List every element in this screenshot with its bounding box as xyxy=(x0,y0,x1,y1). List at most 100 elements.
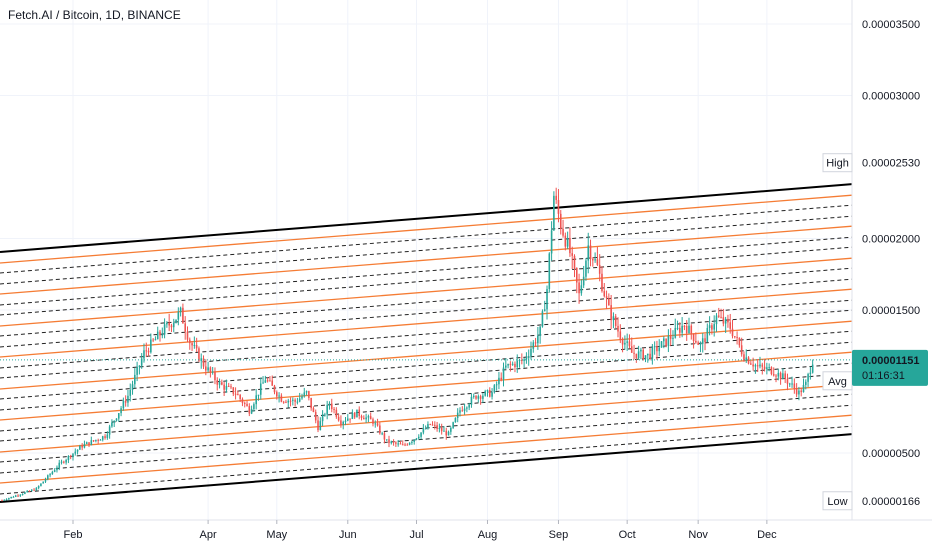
candle-body xyxy=(154,339,157,341)
candle-body xyxy=(225,385,228,390)
candle-body xyxy=(30,489,33,491)
channel-line xyxy=(0,183,853,253)
candle-body xyxy=(610,305,612,321)
candle-body xyxy=(294,399,296,402)
candle-body xyxy=(223,384,225,390)
candle-body xyxy=(367,416,370,418)
candle-body xyxy=(232,387,235,394)
candle-body xyxy=(335,409,338,417)
candle-body xyxy=(85,442,88,445)
candle-body xyxy=(202,358,205,367)
candle-body xyxy=(1,500,3,502)
candle-body xyxy=(188,339,191,344)
candle-body xyxy=(804,381,807,385)
candle-body xyxy=(287,400,290,403)
candle-body xyxy=(791,383,793,385)
candle-body xyxy=(550,230,553,254)
marker-value-low: 0.00000166 xyxy=(862,496,920,508)
candle-body xyxy=(303,392,306,397)
candle-body xyxy=(727,318,729,323)
candle-body xyxy=(383,433,386,440)
candle-body xyxy=(88,442,90,445)
channel-line xyxy=(0,278,853,348)
candle-body xyxy=(454,417,457,423)
channel-line xyxy=(0,433,853,503)
candle-body xyxy=(124,400,127,403)
candle-body xyxy=(658,347,661,352)
channel-line xyxy=(0,425,853,495)
candle-body xyxy=(193,345,196,347)
candle-body xyxy=(621,339,624,345)
candle-body xyxy=(564,235,567,247)
candle-body xyxy=(665,338,667,346)
y-tick-label: 0.00002000 xyxy=(862,234,920,246)
channel-line xyxy=(0,414,853,484)
candle-body xyxy=(539,326,541,336)
candle-body xyxy=(56,467,58,471)
gridlines xyxy=(0,0,852,520)
candle-body xyxy=(431,424,434,426)
candle-body xyxy=(589,245,592,260)
candle-body xyxy=(42,481,45,484)
candle-body xyxy=(605,296,608,299)
channel-line xyxy=(0,341,853,411)
candle-body xyxy=(486,390,489,392)
candle-body xyxy=(365,417,367,420)
candle-body xyxy=(491,392,493,397)
candle-body xyxy=(674,328,677,338)
candle-body xyxy=(555,195,557,201)
candle-body xyxy=(99,439,102,441)
candle-body xyxy=(701,338,704,344)
candle-body xyxy=(811,364,814,373)
candle-body xyxy=(404,444,406,446)
candle-body xyxy=(532,342,535,349)
candle-body xyxy=(369,416,372,420)
candle-body xyxy=(635,353,638,359)
candle-body xyxy=(330,403,333,410)
marker-value-box xyxy=(856,153,928,172)
candle-body xyxy=(289,400,292,402)
candle-body xyxy=(106,434,109,438)
candle-body xyxy=(585,260,587,277)
x-tick-label: May xyxy=(266,529,287,541)
candle-body xyxy=(756,365,759,367)
candle-body xyxy=(713,324,715,330)
candle-body xyxy=(358,409,361,416)
channel-line xyxy=(0,372,853,442)
candle-body xyxy=(397,443,399,445)
candle-body xyxy=(582,276,585,286)
candle-body xyxy=(569,237,571,254)
candle-body xyxy=(324,414,326,416)
candle-body xyxy=(363,417,365,420)
candle-body xyxy=(337,416,340,421)
candle-body xyxy=(79,445,81,450)
candle-body xyxy=(90,440,93,445)
candle-body xyxy=(134,374,136,385)
candle-body xyxy=(97,439,99,441)
candle-body xyxy=(660,341,663,348)
candle-body xyxy=(12,496,15,498)
candle-body xyxy=(461,410,464,412)
candle-body xyxy=(186,331,189,340)
candle-body xyxy=(436,425,438,429)
candle-body xyxy=(40,483,42,487)
price-markers: High0.00002530Avg0.00001005Low0.00000166… xyxy=(0,153,928,511)
candle-body xyxy=(669,336,672,339)
candle-body xyxy=(612,316,615,321)
candle-body xyxy=(649,353,651,359)
candle-body xyxy=(129,390,132,396)
candle-body xyxy=(21,493,24,495)
candle-body xyxy=(411,441,413,443)
candle-body xyxy=(156,331,159,340)
candle-body xyxy=(775,375,777,377)
candle-body xyxy=(266,380,269,382)
candle-body xyxy=(120,408,122,414)
candle-body xyxy=(152,339,154,341)
candle-body xyxy=(175,319,177,323)
candle-body xyxy=(346,418,349,421)
candle-body xyxy=(298,398,301,402)
candle-body xyxy=(159,331,161,336)
candle-body xyxy=(653,346,656,348)
candle-body xyxy=(207,367,209,371)
